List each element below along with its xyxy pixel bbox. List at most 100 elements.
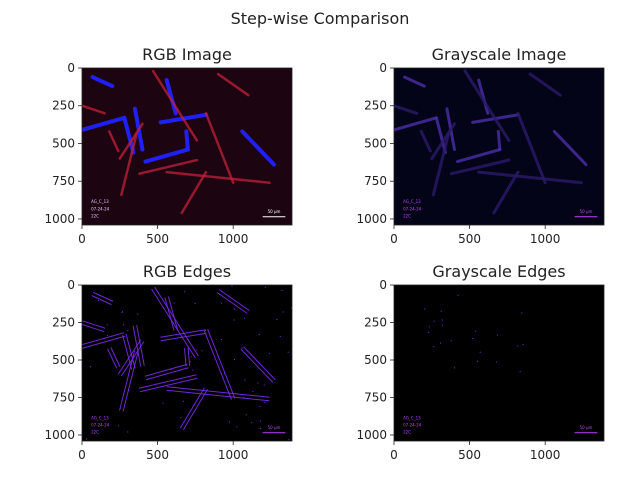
overlay-text: 07-24-24 bbox=[91, 206, 110, 211]
speckle bbox=[128, 390, 130, 392]
x-tick-label: 1000 bbox=[530, 232, 561, 246]
speckle bbox=[264, 402, 266, 404]
x-tick-label: 0 bbox=[390, 448, 398, 462]
speckle bbox=[260, 428, 262, 430]
overlay-text: 22C bbox=[403, 214, 411, 219]
edge-line bbox=[160, 332, 207, 342]
speckle bbox=[264, 286, 266, 288]
overlay-text: 07-24-24 bbox=[403, 422, 422, 427]
overlay-text: AG_C_13 bbox=[91, 415, 109, 420]
speckle bbox=[220, 338, 222, 340]
speckle bbox=[106, 334, 108, 336]
speckle bbox=[121, 311, 123, 313]
speckle bbox=[180, 416, 182, 418]
speckle bbox=[192, 369, 194, 371]
speckle bbox=[477, 360, 479, 362]
scale-bar-label: 50 µm bbox=[268, 425, 281, 430]
image-content: AG_C_13 07-24-24 22C 50 µm bbox=[394, 69, 598, 219]
crystal-line bbox=[430, 122, 456, 161]
y-tick-label: 750 bbox=[52, 174, 75, 188]
edge-line bbox=[82, 332, 124, 346]
edge-line bbox=[166, 389, 270, 402]
y-tick-label: 1000 bbox=[44, 212, 75, 226]
x-tick-label: 500 bbox=[146, 232, 169, 246]
speckle bbox=[244, 317, 246, 319]
image-background bbox=[82, 285, 292, 441]
edge-line bbox=[240, 348, 274, 383]
edge-line bbox=[82, 323, 105, 333]
crystal-line bbox=[138, 158, 199, 175]
speckle bbox=[441, 319, 443, 321]
crystal-line bbox=[492, 170, 520, 215]
speckle bbox=[495, 361, 497, 363]
speckle bbox=[281, 289, 283, 291]
speckle bbox=[287, 351, 289, 353]
speckle bbox=[194, 302, 196, 304]
speckle bbox=[424, 308, 426, 310]
speckle bbox=[221, 290, 223, 292]
x-tick-label: 500 bbox=[458, 448, 481, 462]
x-tick-label: 1000 bbox=[218, 448, 249, 462]
edge-line bbox=[93, 291, 114, 302]
speckle bbox=[223, 372, 225, 374]
x-tick-label: 500 bbox=[458, 232, 481, 246]
y-tick-label: 0 bbox=[379, 61, 387, 75]
edge-line bbox=[138, 374, 197, 389]
overlay-text: 07-24-24 bbox=[91, 422, 110, 427]
speckle bbox=[252, 390, 254, 392]
speckle bbox=[196, 349, 198, 351]
x-tick-label: 0 bbox=[78, 232, 86, 246]
y-tick-label: 500 bbox=[52, 353, 75, 367]
edge-line bbox=[139, 377, 198, 393]
overlay-text: AG_C_13 bbox=[91, 199, 109, 204]
image-content: AG_C_13 07-24-24 22C 50 µm bbox=[82, 285, 292, 441]
crystal-line bbox=[516, 111, 547, 185]
edge-line bbox=[145, 367, 189, 381]
edge-line bbox=[179, 387, 205, 429]
crystal-line bbox=[552, 129, 588, 167]
edge-line bbox=[184, 348, 187, 367]
speckle bbox=[433, 320, 435, 322]
speckle bbox=[279, 336, 281, 338]
speckle bbox=[86, 438, 88, 440]
crystal-line bbox=[463, 69, 511, 142]
speckle bbox=[282, 311, 284, 313]
crystal-line bbox=[449, 158, 511, 176]
speckle bbox=[497, 334, 499, 336]
crystal-line bbox=[528, 72, 562, 97]
edge-line bbox=[167, 296, 178, 330]
overlay-text: 22C bbox=[91, 430, 99, 435]
edge-line bbox=[107, 348, 118, 369]
speckle bbox=[268, 352, 270, 354]
speckle bbox=[475, 330, 477, 332]
speckle bbox=[106, 324, 108, 326]
speckle bbox=[517, 345, 519, 347]
y-tick-label: 500 bbox=[52, 136, 75, 150]
image-content: AG_C_13 07-24-24 22C 50 µm bbox=[403, 294, 598, 435]
crystal-line bbox=[394, 104, 419, 115]
crystal-line bbox=[107, 130, 120, 153]
crystal-line bbox=[496, 129, 502, 152]
panel-4: AG_C_13 07-24-24 22C 50 µm Grayscale Edges 0 5… bbox=[356, 262, 605, 462]
crystal-line bbox=[455, 148, 502, 164]
x-tick-label: 0 bbox=[390, 232, 398, 246]
edge-line bbox=[151, 288, 196, 359]
edge-line bbox=[203, 330, 232, 400]
overlay-text: AG_C_13 bbox=[403, 415, 421, 420]
x-tick-label: 1000 bbox=[530, 448, 561, 462]
speckle bbox=[117, 425, 119, 427]
speckle bbox=[233, 359, 235, 361]
crystal-line bbox=[143, 147, 190, 164]
scale-bar-label: 50 µm bbox=[268, 209, 281, 214]
crystal-line bbox=[151, 69, 199, 142]
speckle bbox=[204, 329, 206, 331]
speckle bbox=[276, 319, 278, 321]
axes-frame bbox=[393, 67, 605, 226]
speckle bbox=[236, 426, 238, 428]
edge-line bbox=[218, 289, 250, 311]
crystal-line bbox=[120, 133, 138, 197]
y-tick-label: 0 bbox=[379, 278, 387, 292]
speckle bbox=[263, 384, 265, 386]
speckle bbox=[241, 347, 243, 349]
